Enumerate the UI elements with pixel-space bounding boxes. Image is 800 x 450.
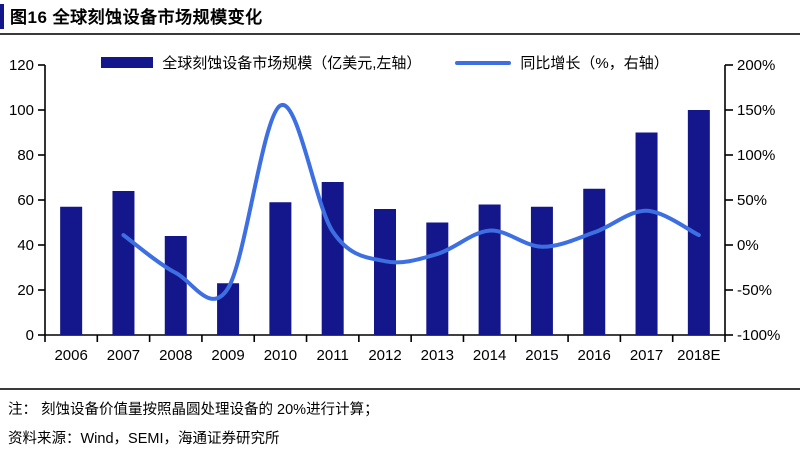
bar-2007 — [112, 191, 135, 335]
bar-2018E — [687, 110, 710, 335]
left-axis-tick-label: 60 — [17, 192, 34, 209]
legend-item-market-size: 全球刻蚀设备市场规模（亿美元,左轴） — [101, 52, 421, 73]
line-swatch-icon — [455, 60, 512, 65]
chart-canvas: 0 20 40 60 80 100 120 -100% -50% 0% 50% 100% 150% 200… — [9, 57, 780, 364]
bar-2015 — [530, 206, 553, 335]
x-axis-category-label: 2012 — [368, 347, 401, 364]
right-axis-tick-label: 0% — [737, 237, 759, 254]
x-axis-category-label: 2013 — [421, 347, 454, 364]
bar-swatch-icon — [101, 57, 154, 68]
left-axis-tick-label: 80 — [17, 147, 34, 164]
x-axis-category-label: 2010 — [264, 347, 297, 364]
x-axis-category-label: 2011 — [317, 347, 349, 364]
x-axis-category-label: 2015 — [525, 347, 558, 364]
x-axis-category-label: 2016 — [578, 347, 611, 364]
x-axis-category-label: 2009 — [211, 347, 244, 364]
page-title: 图16 全球刻蚀设备市场规模变化 — [10, 8, 263, 27]
right-axis-tick-label: 150% — [737, 102, 775, 119]
x-axis-category-label: 2017 — [630, 347, 663, 364]
x-axis-category-label: 2006 — [54, 347, 87, 364]
left-axis-tick-label: 40 — [17, 237, 34, 254]
right-axis-tick-label: -100% — [737, 327, 780, 344]
yoy-growth-line — [121, 103, 701, 301]
right-axis-tick-label: 200% — [737, 57, 775, 74]
left-axis-tick-label: 120 — [9, 57, 34, 74]
right-axis-tick-label: 50% — [737, 192, 767, 209]
legend-item-yoy-growth: 同比增长（%，右轴） — [455, 52, 669, 73]
x-axis-category-label: 2007 — [107, 347, 140, 364]
footer-divider — [0, 388, 800, 390]
bar-2017 — [635, 132, 658, 335]
bar-2014 — [478, 204, 501, 335]
bar-2006 — [60, 206, 83, 335]
right-axis-tick-label: 100% — [737, 147, 775, 164]
chart-source: 资料来源：Wind，SEMI，海通证券研究所 — [8, 431, 280, 447]
left-axis-tick-label: 0 — [26, 327, 34, 344]
chart-legend: 全球刻蚀设备市场规模（亿美元,左轴） 同比增长（%，右轴） — [45, 52, 725, 73]
x-axis-category-label: 2018E — [677, 347, 720, 364]
x-axis-category-label: 2008 — [159, 347, 192, 364]
bar-2016 — [583, 188, 606, 335]
right-axis-tick-label: -50% — [737, 282, 772, 299]
bar-2013 — [426, 222, 449, 335]
chart-note: 注： 刻蚀设备价值量按照晶圆处理设备的 20%进行计算； — [8, 402, 379, 418]
legend-label: 同比增长（%，右轴） — [520, 55, 669, 72]
bar-2012 — [374, 209, 396, 335]
left-axis-tick-label: 100 — [9, 102, 34, 119]
legend-label: 全球刻蚀设备市场规模（亿美元,左轴） — [162, 55, 422, 72]
bar-2008 — [164, 236, 187, 335]
title-accent-bar — [0, 4, 4, 29]
left-axis-tick-label: 20 — [17, 282, 34, 299]
title-divider — [0, 33, 800, 35]
bar-2010 — [269, 202, 292, 335]
bar-2011 — [321, 182, 344, 335]
x-axis-category-label: 2014 — [473, 347, 506, 364]
